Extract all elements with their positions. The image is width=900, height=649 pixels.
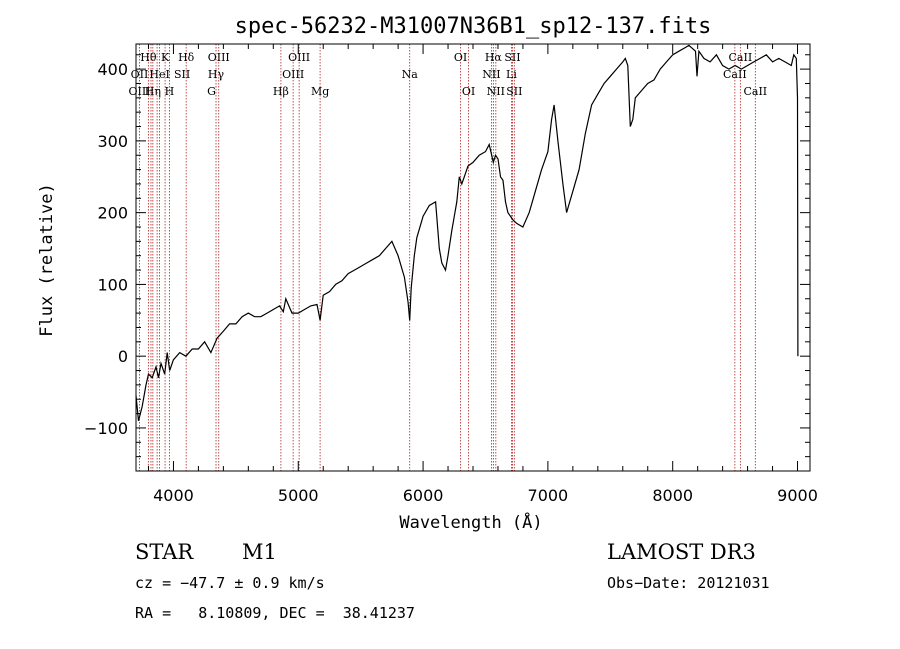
spectral-lines-layer	[139, 44, 756, 471]
line-label-10: HeI	[149, 68, 169, 81]
y-tick-label: 400	[97, 60, 128, 79]
y-tick-label: −100	[84, 419, 128, 438]
redshift-info: cz = −47.7 ± 0.9 km/s	[135, 574, 325, 592]
line-label-7: SII	[504, 51, 520, 64]
x-tick-label: 8000	[652, 486, 693, 505]
line-label-2: Hδ	[178, 51, 195, 64]
y-axis-label: Flux (relative)	[37, 183, 57, 337]
x-tick-label: 5000	[278, 486, 319, 505]
axis-ticks-layer: 4000 5000 6000 7000 8000 9000 −100 0 100 200 300 40…	[84, 44, 818, 505]
line-label-25: NII	[487, 85, 505, 98]
x-tick-label: 7000	[528, 486, 569, 505]
line-label-21: G	[207, 85, 216, 98]
line-label-18: OIII	[128, 85, 150, 98]
line-label-19: Hη	[145, 85, 161, 98]
line-label-27: CaII	[743, 85, 767, 98]
object-class: STAR	[135, 540, 194, 564]
line-label-8: CaII	[729, 51, 753, 64]
line-label-13: OIII	[282, 68, 304, 81]
x-tick-label: 9000	[777, 486, 818, 505]
line-label-11: SII	[174, 68, 190, 81]
obs-date: Obs−Date: 20121031	[607, 574, 770, 592]
chart-title: spec-56232-M31007N36B1_sp12-137.fits	[235, 14, 712, 39]
object-subclass: M1	[242, 540, 277, 564]
line-label-23: Mg	[311, 85, 329, 98]
y-tick-label: 200	[97, 204, 128, 223]
coordinates: RA = 8.10809, DEC = 38.41237	[135, 604, 415, 622]
y-tick-label: 300	[97, 132, 128, 151]
line-label-6: Hα	[485, 51, 503, 64]
line-label-22: Hβ	[273, 85, 289, 98]
plot-frame	[135, 43, 811, 472]
line-label-12: Hγ	[208, 68, 225, 81]
line-label-0: Hθ	[140, 51, 157, 64]
line-label-20: H	[165, 85, 175, 98]
line-label-4: OIII	[288, 51, 310, 64]
y-tick-label: 0	[118, 347, 128, 366]
x-axis-label: Wavelength (Å)	[399, 511, 542, 533]
line-label-14: Na	[402, 68, 419, 81]
line-label-5: OI	[454, 51, 467, 64]
line-label-24: OI	[462, 85, 475, 98]
survey-name: LAMOST DR3	[607, 540, 756, 564]
line-label-26: SII	[506, 85, 522, 98]
line-label-16: Li	[506, 68, 517, 81]
flux-series-line	[135, 44, 799, 421]
line-label-1: K	[161, 51, 170, 64]
line-label-3: OIII	[208, 51, 230, 64]
line-label-9: OII	[131, 68, 149, 81]
x-tick-label: 4000	[153, 486, 194, 505]
x-tick-label: 6000	[403, 486, 444, 505]
line-label-15: NII	[482, 68, 500, 81]
y-tick-label: 100	[97, 275, 128, 294]
line-label-17: CaII	[723, 68, 747, 81]
